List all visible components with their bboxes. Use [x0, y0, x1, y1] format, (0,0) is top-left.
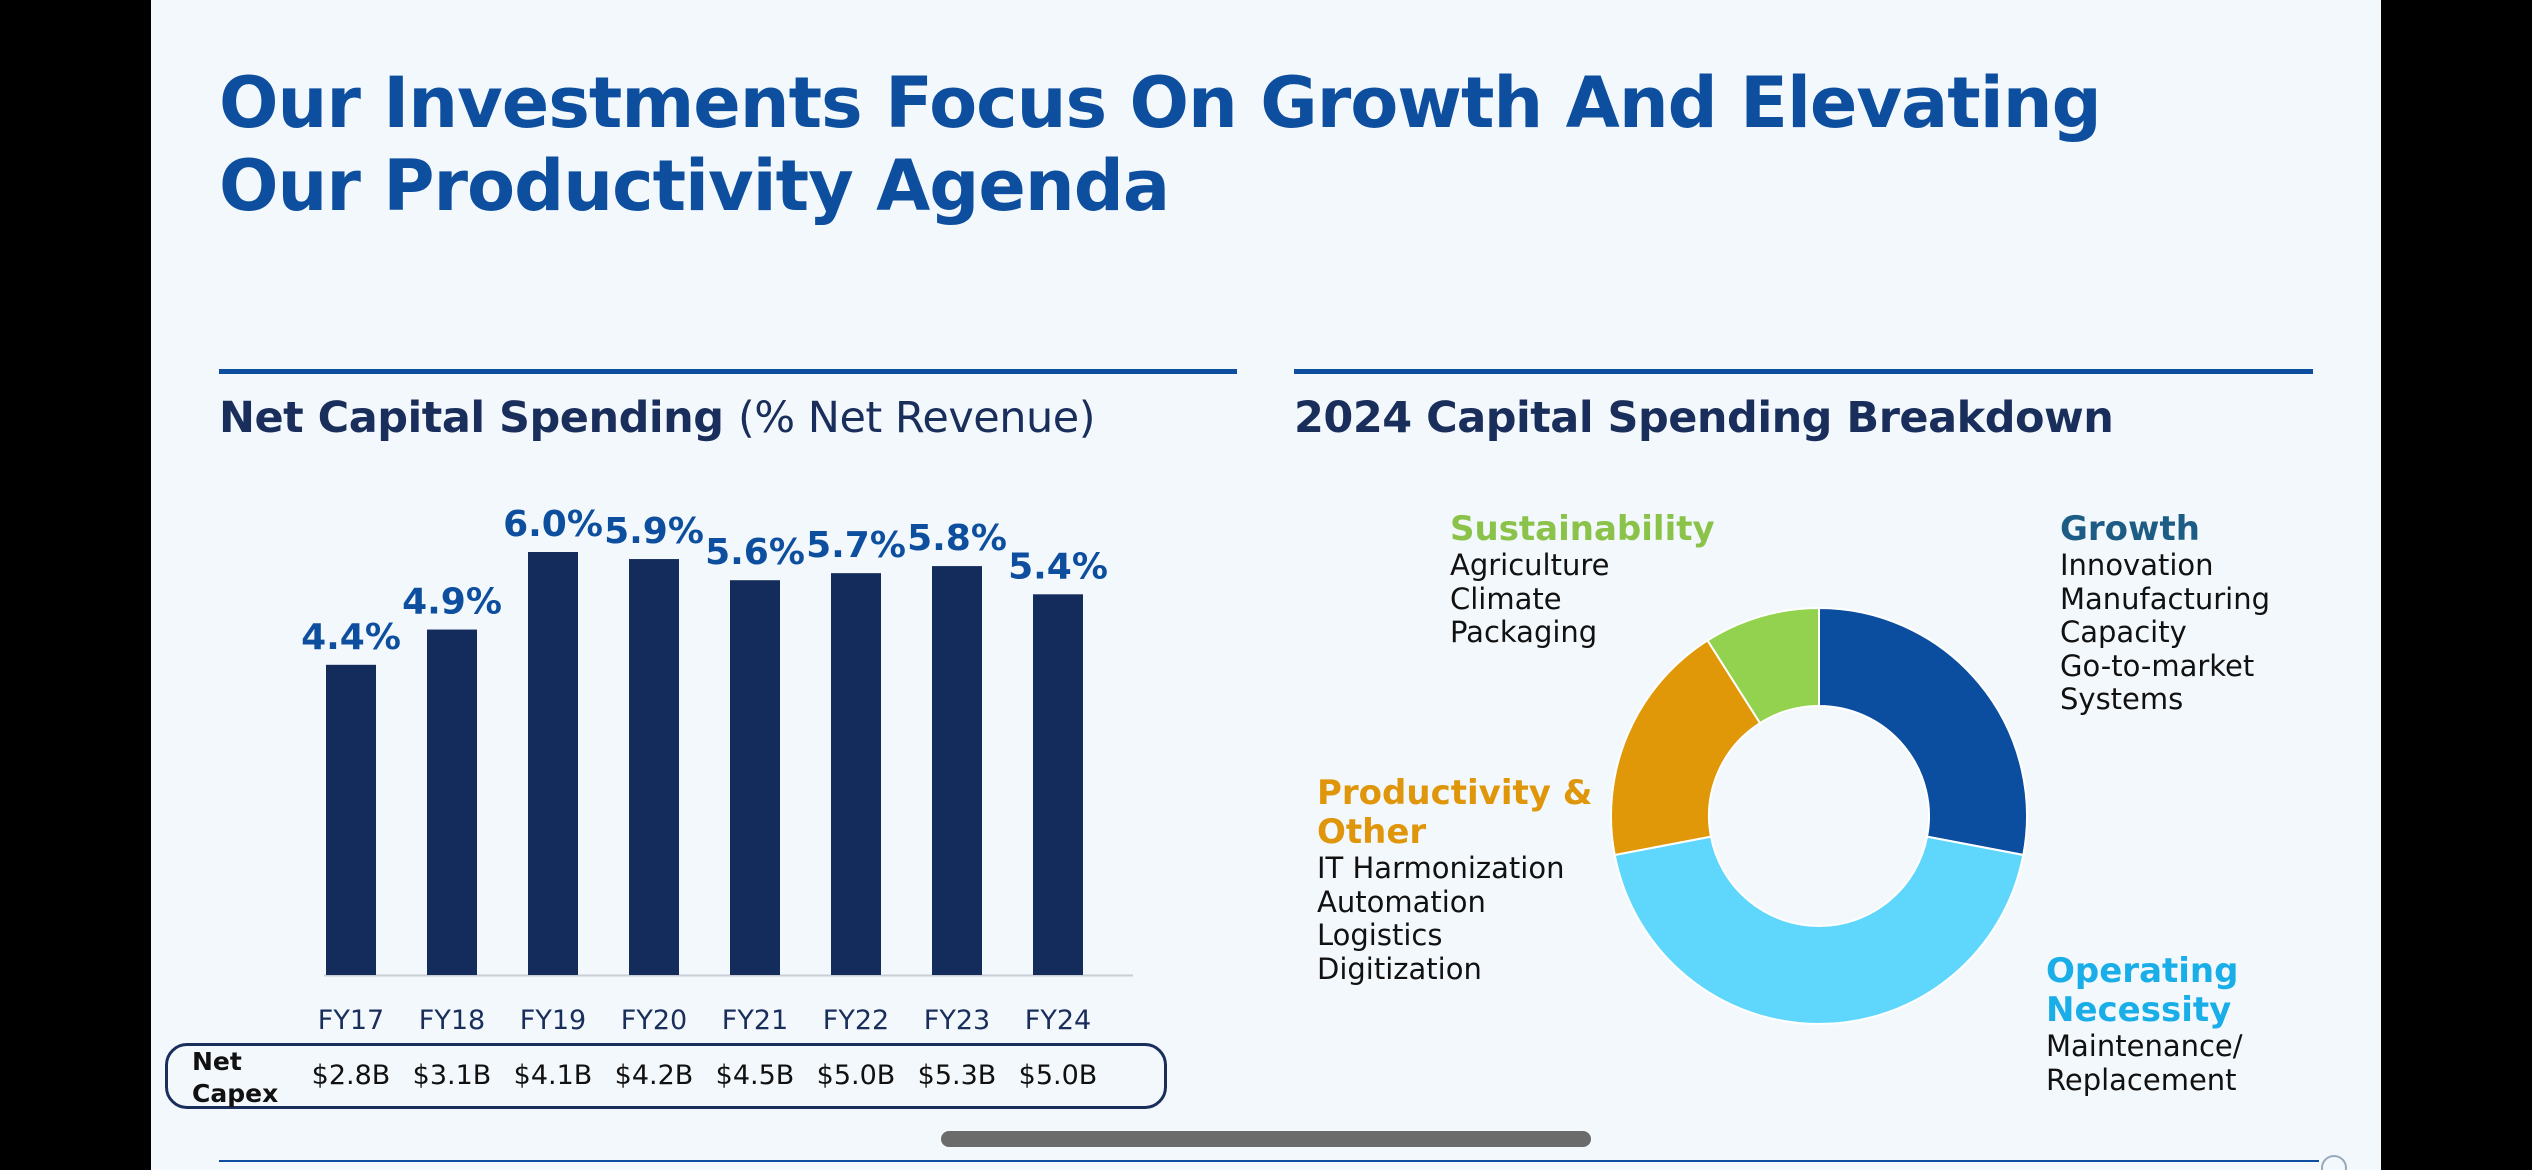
left-section-title-unit: (% Net Revenue)	[737, 393, 1096, 443]
segment-item: Digitization	[1317, 951, 1482, 986]
segment-heading: Growth	[2060, 509, 2200, 549]
net-capex-label-line-1: Net	[192, 1047, 242, 1076]
corner-logo-icon	[2321, 1155, 2347, 1170]
segment-heading-line-2: Necessity	[2046, 990, 2232, 1030]
page-title-line-2: Our Productivity Agenda	[219, 145, 1170, 227]
segment-item: Automation	[1317, 884, 1486, 919]
x-tick-label: FY20	[621, 1005, 687, 1036]
x-tick-label: FY23	[924, 1005, 990, 1036]
bar-data-label: 5.9%	[604, 511, 704, 552]
horizontal-scrollbar[interactable]	[941, 1131, 1591, 1147]
net-capex-row	[165, 1043, 1167, 1109]
segment-item: Packaging	[1450, 615, 1598, 649]
donut-slice-sustainability	[1706, 606, 1820, 725]
bar-data-label: 4.4%	[301, 617, 401, 658]
left-section-title: Net Capital Spending (% Net Revenue)	[219, 393, 1095, 443]
bar-data-label: 5.7%	[806, 525, 906, 566]
x-tick-label: FY22	[823, 1005, 889, 1036]
net-capex-value: $5.0B	[1018, 1060, 1098, 1091]
segment-item: Go-to-market	[2060, 648, 2255, 683]
slide: Our Investments Focus On Growth And Elev…	[151, 0, 2381, 1170]
segment-heading-line-1: Productivity &	[1317, 773, 1593, 813]
right-section-rule	[1294, 369, 2313, 374]
bar	[1033, 594, 1083, 975]
segment-item: Innovation	[2060, 548, 2214, 582]
page-title-line-1: Our Investments Focus On Growth And Elev…	[219, 62, 2102, 144]
segment-item: Maintenance/	[2046, 1029, 2243, 1063]
segment-label-productivity: Productivity & Other IT Harmonization Au…	[1317, 774, 1592, 986]
bar-data-label: 6.0%	[503, 504, 603, 545]
capital-spending-donut-chart	[1610, 606, 2028, 1026]
net-capex-value: $2.8B	[311, 1060, 391, 1091]
donut-slice-productivity-other	[1610, 638, 1762, 857]
bar	[427, 629, 477, 975]
bar-data-label: 4.9%	[402, 582, 502, 623]
left-section-rule	[219, 369, 1237, 374]
bar	[528, 552, 578, 975]
right-section-title: 2024 Capital Spending Breakdown	[1294, 393, 2114, 443]
bar-data-label: 5.4%	[1008, 546, 1108, 587]
x-tick-label: FY17	[318, 1005, 384, 1036]
net-capex-value: $4.1B	[513, 1060, 593, 1091]
segment-item: Climate	[1450, 581, 1562, 616]
x-tick-label: FY18	[419, 1005, 485, 1036]
bottom-rule	[219, 1160, 2319, 1162]
left-section-title-bold: Net Capital Spending	[219, 393, 724, 443]
bar	[730, 580, 780, 975]
segment-heading-line-2: Other	[1317, 812, 1427, 852]
bar	[932, 566, 982, 975]
page-title: Our Investments Focus On Growth And Elev…	[219, 62, 2119, 228]
x-tick-label: FY21	[722, 1005, 788, 1036]
net-capital-spending-bar-chart: 4.4% FY17 4.9% FY18 6.0% FY19 5.9% FY20 5.6% FY21…	[301, 504, 1133, 1036]
donut-slice-operating-necessity	[1613, 835, 2025, 1026]
bar-data-label: 5.8%	[907, 518, 1007, 559]
segment-heading: Sustainability	[1450, 509, 1715, 549]
segment-label-sustainability: Sustainability Agriculture Climate Packa…	[1450, 510, 1715, 650]
net-capex-value: $5.0B	[816, 1060, 896, 1091]
net-capex-value: $3.1B	[412, 1060, 492, 1091]
segment-item: Capacity	[2060, 615, 2187, 649]
bar-data-label: 5.6%	[705, 532, 805, 573]
segment-item: Logistics	[1317, 918, 1443, 952]
segment-item: IT Harmonization	[1317, 851, 1565, 885]
segment-item: Systems	[2060, 682, 2184, 716]
segment-item: Replacement	[2046, 1062, 2237, 1097]
segment-heading-line-1: Operating	[2046, 951, 2239, 991]
donut-slice-growth	[1818, 606, 2028, 857]
net-capex-label-line-2: Capex	[192, 1079, 279, 1108]
segment-item: Manufacturing	[2060, 581, 2270, 616]
bar	[831, 573, 881, 975]
net-capex-value: $4.2B	[614, 1060, 694, 1091]
segment-label-operating-necessity: Operating Necessity Maintenance/ Replace…	[2046, 952, 2243, 1097]
segment-item: Agriculture	[1450, 548, 1610, 582]
x-tick-label: FY24	[1025, 1005, 1091, 1036]
net-capex-value: $5.3B	[917, 1060, 997, 1091]
x-tick-label: FY19	[520, 1005, 586, 1036]
bar	[326, 664, 376, 975]
net-capex-value: $4.5B	[715, 1060, 795, 1091]
net-capex-label: Net Capex	[192, 1046, 302, 1110]
bar	[629, 559, 679, 975]
segment-label-growth: Growth Innovation Manufacturing Capacity…	[2060, 510, 2270, 717]
